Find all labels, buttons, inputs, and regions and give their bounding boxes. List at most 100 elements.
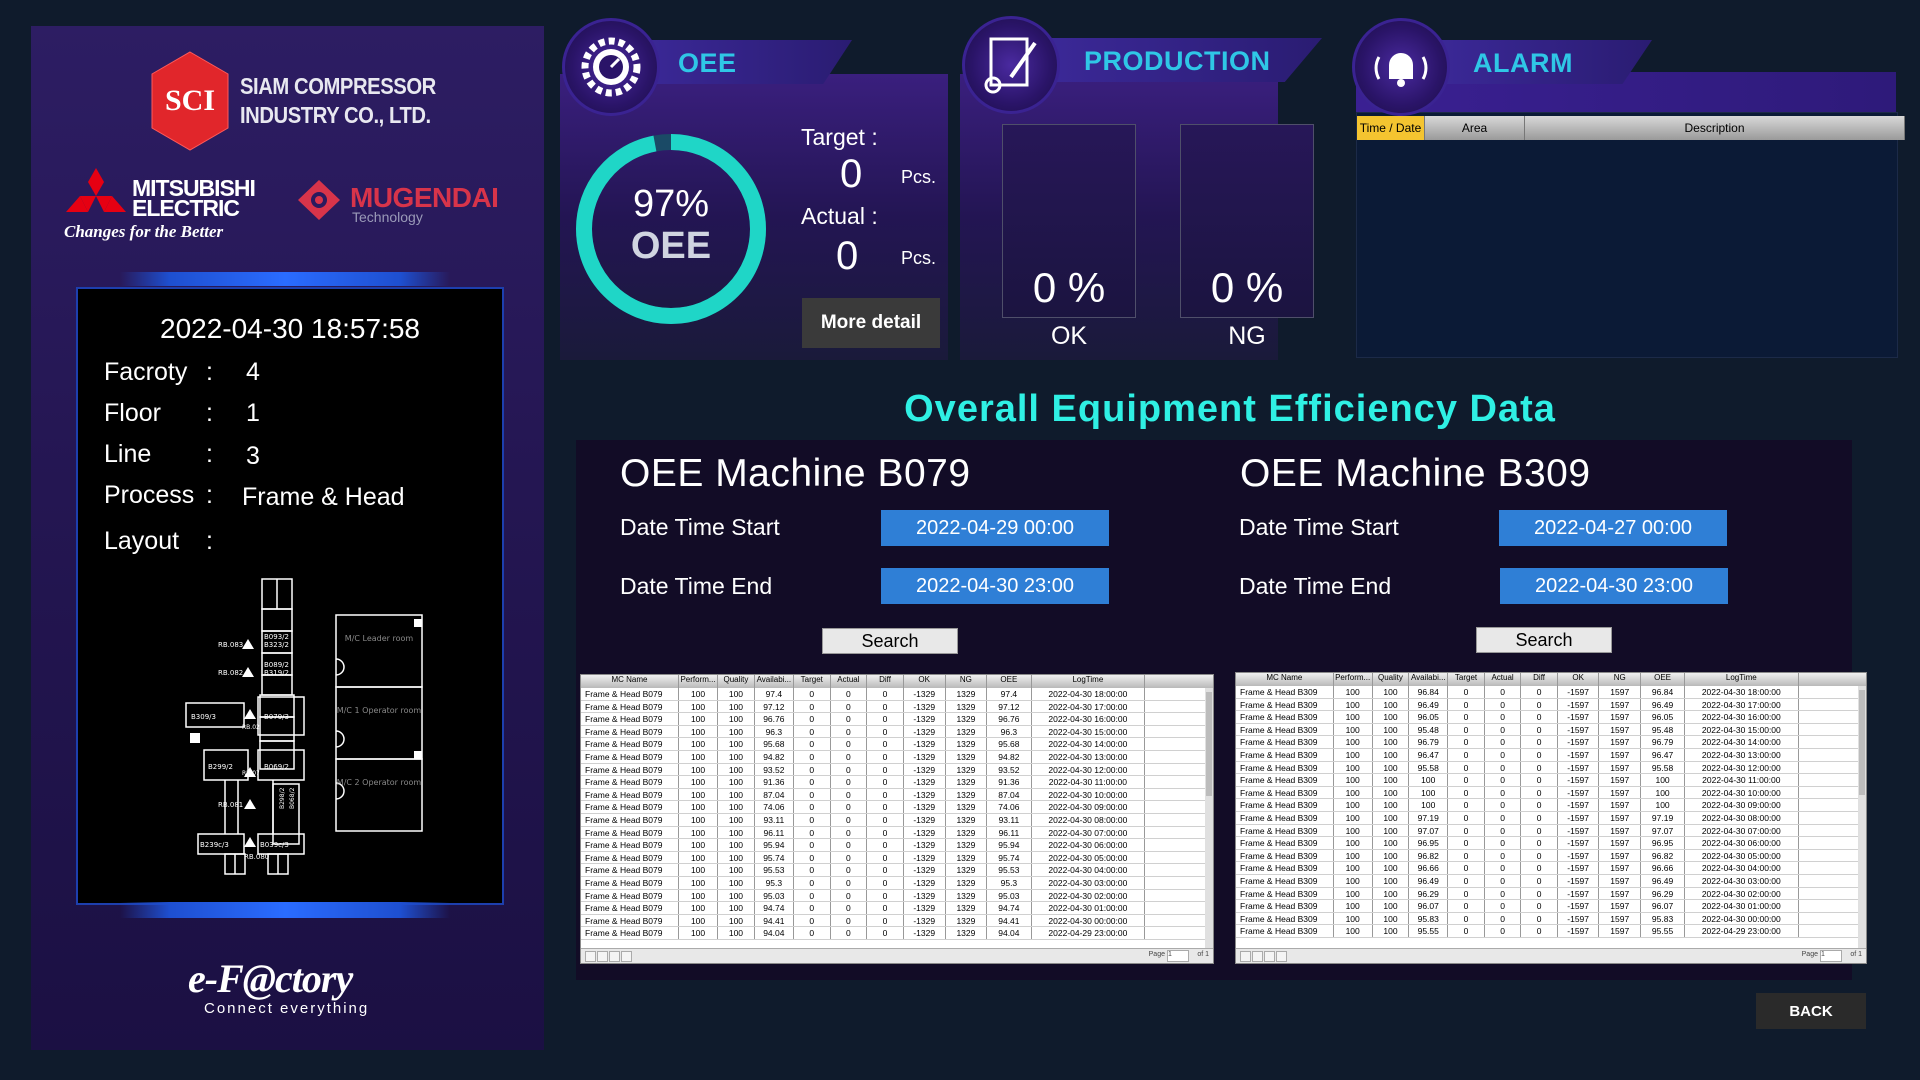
table-row[interactable]: Frame & Head B079 100 100 96.3 0 0 0 -1329 1329 9… — [581, 725, 1213, 739]
b309-end-input[interactable]: 2022-04-30 23:00 — [1500, 568, 1728, 604]
table-row[interactable]: Frame & Head B079 100 100 95.03 0 0 0 -1329 1329… — [581, 889, 1213, 903]
table-row[interactable]: Frame & Head B309 100 100 96.05 0 0 0 -1597 1597… — [1236, 711, 1866, 724]
b079-search-button[interactable]: Search — [822, 628, 958, 654]
b079-grid-scrollbar[interactable] — [1205, 688, 1213, 949]
table-row[interactable]: Frame & Head B079 100 100 97.4 0 0 0 -1329 1329 9… — [581, 688, 1213, 701]
table-row[interactable]: Frame & Head B079 100 100 96.11 0 0 0 -1329 1329… — [581, 826, 1213, 840]
b309-col-header[interactable]: OEE — [1641, 673, 1686, 686]
table-row[interactable]: Frame & Head B079 100 100 74.06 0 0 0 -1329 1329… — [581, 801, 1213, 814]
b079-start-input[interactable]: 2022-04-29 00:00 — [881, 510, 1109, 546]
table-cell: 100 — [718, 914, 755, 927]
b079-pager-nav-button[interactable] — [585, 951, 596, 962]
table-row[interactable]: Frame & Head B309 100 100 100 0 0 0 -1597 1597 10… — [1236, 786, 1866, 800]
b309-col-header[interactable]: Quality — [1373, 673, 1410, 686]
table-row[interactable]: Frame & Head B079 100 100 96.76 0 0 0 -1329 1329… — [581, 713, 1213, 726]
table-cell: 0 — [1485, 686, 1522, 698]
table-row[interactable]: Frame & Head B309 100 100 100 0 0 0 -1597 1597 10… — [1236, 799, 1866, 812]
b079-pager-page-input[interactable]: 1 — [1167, 950, 1189, 962]
ng-label: NG — [1228, 322, 1266, 350]
b079-pager-nav-button[interactable] — [621, 951, 632, 962]
alarm-col-description[interactable]: Description — [1525, 116, 1905, 140]
table-cell: -1329 — [904, 876, 946, 889]
b309-col-header[interactable]: LogTime — [1685, 673, 1799, 686]
table-row[interactable]: Frame & Head B079 100 100 94.82 0 0 0 -1329 1329… — [581, 750, 1213, 764]
table-row[interactable]: Frame & Head B079 100 100 94.41 0 0 0 -1329 1329… — [581, 914, 1213, 928]
table-row[interactable]: Frame & Head B079 100 100 94.04 0 0 0 -1329 1329… — [581, 927, 1213, 940]
b309-search-button[interactable]: Search — [1476, 627, 1612, 653]
b309-pager-nav-button[interactable] — [1264, 951, 1275, 962]
table-row[interactable]: Frame & Head B079 100 100 97.12 0 0 0 -1329 1329… — [581, 700, 1213, 714]
table-row[interactable]: Frame & Head B309 100 100 96.49 0 0 0 -1597 1597… — [1236, 874, 1866, 888]
b079-col-header[interactable]: Diff — [867, 675, 904, 688]
b309-grid-scrollbar[interactable] — [1858, 686, 1866, 949]
table-row[interactable]: Frame & Head B309 100 100 95.58 0 0 0 -1597 1597… — [1236, 761, 1866, 775]
b079-pager-nav-button[interactable] — [597, 951, 608, 962]
table-cell: 100 — [1409, 799, 1449, 811]
table-row[interactable]: Frame & Head B079 100 100 95.94 0 0 0 -1329 1329… — [581, 839, 1213, 852]
b309-col-header[interactable]: OK — [1558, 673, 1600, 686]
b309-col-header[interactable]: Availabi... — [1409, 673, 1449, 686]
table-row[interactable]: Frame & Head B079 100 100 93.52 0 0 0 -1329 1329… — [581, 763, 1213, 777]
b309-pager-page-input[interactable]: 1 — [1820, 950, 1842, 962]
more-detail-button[interactable]: More detail — [802, 298, 940, 348]
alarm-col-time[interactable]: Time / Date — [1357, 116, 1425, 140]
table-row[interactable]: Frame & Head B079 100 100 91.36 0 0 0 -1329 1329… — [581, 776, 1213, 789]
b309-grid-scroll-thumb[interactable] — [1859, 690, 1865, 796]
table-row[interactable]: Frame & Head B309 100 100 96.82 0 0 0 -1597 1597… — [1236, 849, 1866, 863]
table-cell: 100 — [1373, 799, 1410, 811]
table-row[interactable]: Frame & Head B309 100 100 97.07 0 0 0 -1597 1597… — [1236, 824, 1866, 838]
table-row[interactable]: Frame & Head B309 100 100 96.47 0 0 0 -1597 1597… — [1236, 748, 1866, 762]
table-row[interactable]: Frame & Head B309 100 100 96.95 0 0 0 -1597 1597… — [1236, 837, 1866, 850]
table-cell: 2022-04-30 11:00:00 — [1685, 774, 1799, 786]
b309-col-header[interactable]: Actual — [1485, 673, 1522, 686]
b079-data-grid[interactable]: MC Name Perform... Quality Availabi... Targe… — [580, 674, 1214, 964]
table-cell: 100 — [1409, 786, 1449, 799]
table-row[interactable]: Frame & Head B309 100 100 96.07 0 0 0 -1597 1597… — [1236, 900, 1866, 913]
b309-start-input[interactable]: 2022-04-27 00:00 — [1499, 510, 1727, 546]
table-row[interactable]: Frame & Head B309 100 100 96.49 0 0 0 -1597 1597… — [1236, 698, 1866, 712]
b309-col-header[interactable]: NG — [1599, 673, 1642, 686]
alarm-col-area[interactable]: Area — [1425, 116, 1525, 140]
table-cell: Frame & Head B309 — [1236, 723, 1334, 736]
table-row[interactable]: Frame & Head B079 100 100 95.68 0 0 0 -1329 1329… — [581, 738, 1213, 751]
b309-pager-nav-button[interactable] — [1240, 951, 1251, 962]
b079-col-header[interactable]: Actual — [831, 675, 868, 688]
b309-col-header[interactable]: Target — [1448, 673, 1485, 686]
table-row[interactable]: Frame & Head B079 100 100 95.53 0 0 0 -1329 1329… — [581, 864, 1213, 877]
b079-end-input[interactable]: 2022-04-30 23:00 — [881, 568, 1109, 604]
table-row[interactable]: Frame & Head B309 100 100 96.79 0 0 0 -1597 1597… — [1236, 736, 1866, 749]
b079-pager-nav-button[interactable] — [609, 951, 620, 962]
b079-col-header[interactable]: OEE — [987, 675, 1032, 688]
b079-col-header[interactable]: LogTime — [1032, 675, 1146, 688]
table-row[interactable]: Frame & Head B079 100 100 95.74 0 0 0 -1329 1329… — [581, 851, 1213, 865]
b309-col-header[interactable]: MC Name — [1236, 673, 1334, 686]
layout-b089: B089/2 — [264, 661, 289, 669]
b079-col-header[interactable]: Target — [794, 675, 831, 688]
table-row[interactable]: Frame & Head B309 100 100 96.66 0 0 0 -1597 1597… — [1236, 862, 1866, 875]
table-row[interactable]: Frame & Head B309 100 100 97.19 0 0 0 -1597 1597… — [1236, 811, 1866, 825]
b079-col-header[interactable]: Quality — [718, 675, 755, 688]
table-row[interactable]: Frame & Head B079 100 100 95.3 0 0 0 -1329 1329 9… — [581, 876, 1213, 890]
b309-col-header[interactable]: Diff — [1521, 673, 1558, 686]
table-row[interactable]: Frame & Head B079 100 100 87.04 0 0 0 -1329 1329… — [581, 788, 1213, 802]
table-row[interactable]: Frame & Head B309 100 100 95.83 0 0 0 -1597 1597… — [1236, 912, 1866, 926]
b309-pager-nav-button[interactable] — [1252, 951, 1263, 962]
b079-col-header[interactable]: Perform... — [679, 675, 719, 688]
table-row[interactable]: Frame & Head B309 100 100 100 0 0 0 -1597 1597 10… — [1236, 774, 1866, 787]
b079-col-header[interactable]: NG — [946, 675, 988, 688]
b079-col-header[interactable]: MC Name — [581, 675, 679, 688]
b309-data-grid[interactable]: MC Name Perform... Quality Availabi... Targe… — [1235, 672, 1867, 964]
b309-pager-nav-button[interactable] — [1276, 951, 1287, 962]
table-row[interactable]: Frame & Head B309 100 100 96.29 0 0 0 -1597 1597… — [1236, 887, 1866, 901]
table-cell: 0 — [1485, 837, 1522, 849]
b079-col-header[interactable]: OK — [904, 675, 946, 688]
table-row[interactable]: Frame & Head B309 100 100 95.55 0 0 0 -1597 1597… — [1236, 925, 1866, 938]
table-row[interactable]: Frame & Head B079 100 100 94.74 0 0 0 -1329 1329… — [581, 902, 1213, 915]
b079-col-header[interactable]: Availabi... — [755, 675, 794, 688]
back-button[interactable]: BACK — [1756, 993, 1866, 1029]
table-row[interactable]: Frame & Head B079 100 100 93.11 0 0 0 -1329 1329… — [581, 813, 1213, 827]
table-row[interactable]: Frame & Head B309 100 100 96.84 0 0 0 -1597 1597… — [1236, 686, 1866, 699]
table-row[interactable]: Frame & Head B309 100 100 95.48 0 0 0 -1597 1597… — [1236, 723, 1866, 737]
b079-grid-scroll-thumb[interactable] — [1206, 692, 1212, 797]
b309-col-header[interactable]: Perform... — [1334, 673, 1373, 686]
